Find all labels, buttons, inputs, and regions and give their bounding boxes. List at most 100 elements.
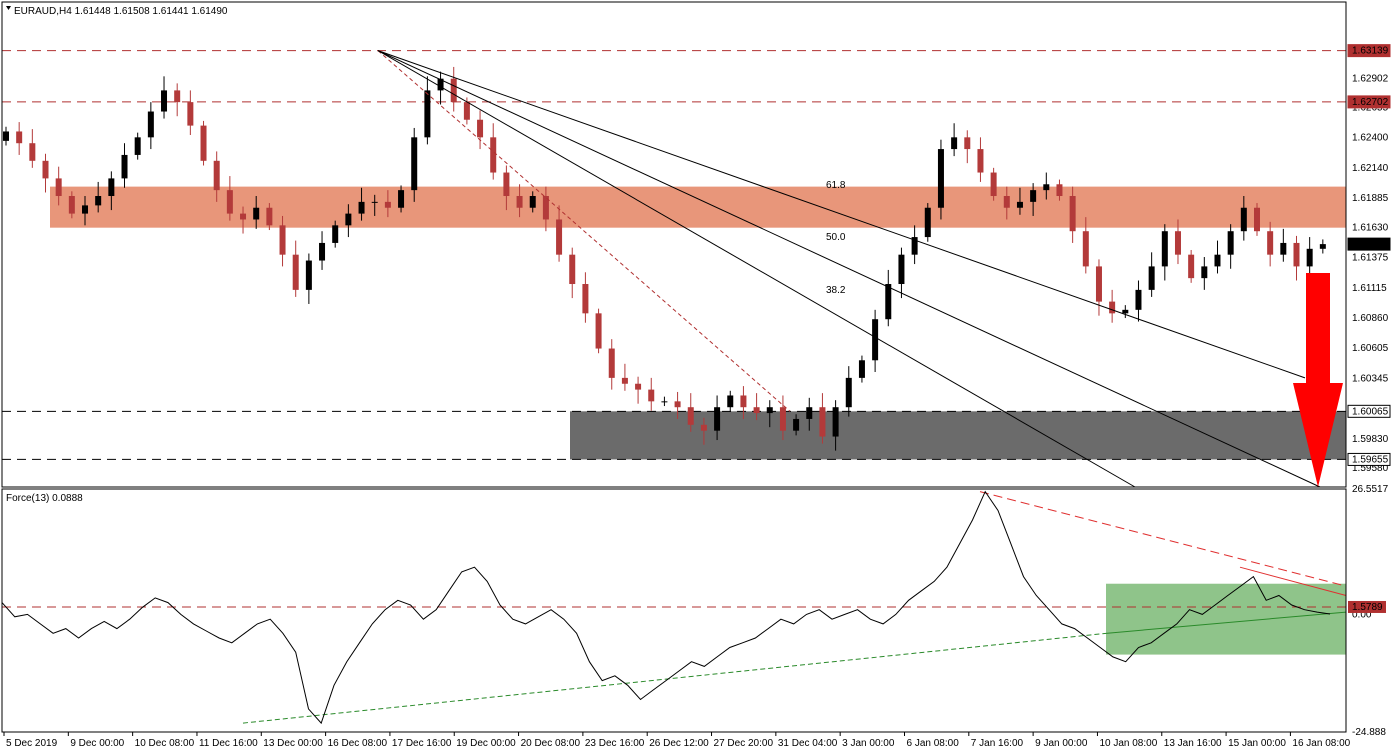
price-tick-label: 1.60605 (1352, 343, 1389, 354)
candle-body (1253, 207, 1260, 232)
candle-body (213, 160, 220, 191)
candle-body (108, 178, 115, 197)
candle-body (253, 207, 260, 220)
price-tick-label: 1.62140 (1352, 163, 1389, 174)
force-indicator-panel (1, 490, 1347, 725)
price-level-tag-label: 1.60065 (1352, 406, 1389, 417)
resistance-zone (50, 186, 1346, 228)
candle-body (858, 360, 865, 378)
price-level-tag-label: 1.62702 (1352, 97, 1389, 108)
price-level-tag (1347, 404, 1391, 418)
fib-fan-line (377, 50, 1321, 488)
candle-body (319, 242, 326, 261)
candle-body (556, 219, 563, 255)
candle-body (332, 225, 339, 243)
candle-body (806, 407, 813, 419)
candle-body (411, 137, 418, 191)
x-tick-label: 6 Jan 08:00 (906, 738, 959, 749)
candle-body (345, 213, 352, 226)
candle-body (793, 418, 800, 431)
price-level-tag (1347, 95, 1391, 109)
candle-body (727, 395, 734, 408)
collapse-triangle-icon[interactable] (6, 6, 11, 10)
candle-body (398, 190, 405, 208)
candle-body (437, 78, 444, 91)
force-tick-label: -24.888 (1352, 727, 1386, 738)
x-tick-label: 5 Dec 2019 (6, 738, 58, 749)
candle-body (42, 160, 49, 179)
candle-body (964, 137, 971, 150)
x-tick-label: 16 Dec 08:00 (328, 738, 388, 749)
force-uptrend-line-2 (1105, 611, 1347, 634)
x-tick-label: 9 Dec 00:00 (70, 738, 124, 749)
fan-baseline (377, 50, 791, 412)
fib-fan-label: 50.0 (826, 232, 846, 243)
price-tick-label: 1.59830 (1352, 434, 1389, 445)
candle-body (1109, 301, 1116, 314)
candle-body (911, 237, 918, 255)
candle-body (1082, 231, 1089, 267)
x-tick-label: 16 Jan 08:00 (1292, 738, 1350, 749)
candle-body (305, 260, 312, 290)
candle-body (1161, 231, 1168, 267)
candle-body (832, 407, 839, 437)
candle-body (55, 178, 62, 197)
x-tick-label: 23 Dec 16:00 (585, 738, 645, 749)
candle-body (872, 319, 879, 361)
x-tick-label: 3 Jan 00:00 (842, 738, 895, 749)
candle-body (292, 254, 299, 290)
price-panel-frame (1, 1, 1347, 488)
force-panel-frame (1, 488, 1347, 733)
x-tick-label: 10 Jan 08:00 (1099, 738, 1157, 749)
candle-body (990, 172, 997, 197)
price-tick-label: 1.61375 (1352, 253, 1389, 264)
candle-body (845, 377, 852, 408)
price-level-tag-label: 1.59655 (1352, 454, 1389, 465)
candle-body (924, 207, 931, 238)
symbol-header: EURAUD,H4 1.61448 1.61508 1.61441 1.6149… (14, 6, 228, 17)
candle-body (951, 137, 958, 150)
candle-body (450, 78, 457, 103)
down-arrow-shaft (1306, 273, 1330, 383)
force-tick-label: 26.5517 (1352, 484, 1389, 495)
candle-body (1306, 248, 1313, 267)
price-level-tag-label: 1.63139 (1352, 46, 1389, 57)
candle-body (582, 284, 589, 314)
price-chart-panel: 61.8 50.0 38.2 (2, 50, 1346, 488)
candle-body (174, 90, 181, 103)
force-tick-label: 0.00 (1352, 609, 1372, 620)
price-level-tag (1347, 237, 1391, 251)
candle-body (95, 196, 102, 206)
price-tick-label: 1.61115 (1352, 283, 1387, 294)
candle-body (700, 424, 707, 431)
candle-body (674, 401, 681, 408)
price-tick-label: 1.60860 (1352, 313, 1389, 324)
candle-body (490, 137, 497, 173)
candle-body (1201, 266, 1208, 279)
candle-body (1227, 231, 1234, 255)
price-tick-label: 1.61630 (1352, 223, 1389, 234)
candle-body (1148, 266, 1155, 290)
candle-body (898, 254, 905, 285)
candle-body (477, 119, 484, 138)
down-arrow-icon (1293, 383, 1343, 487)
candle-body (1030, 190, 1037, 202)
candle-body (714, 407, 721, 431)
candle-body (595, 313, 602, 349)
candle-body (226, 190, 233, 214)
x-tick-label: 11 Dec 16:00 (199, 738, 258, 749)
candle-body (121, 154, 128, 179)
x-tick-label: 9 Jan 00:00 (1035, 738, 1088, 749)
candle-body (1188, 254, 1195, 279)
candle-body (819, 407, 826, 437)
fib-fan-label: 61.8 (826, 180, 846, 191)
price-level-tag (1347, 452, 1391, 466)
support-zone (570, 411, 1346, 460)
force-level-tag (1348, 600, 1386, 613)
force-zone (1106, 583, 1346, 655)
candle-body (68, 196, 75, 214)
candle-body (1122, 309, 1129, 314)
candle-body (82, 205, 89, 214)
candle-body (608, 348, 615, 378)
candle-body (16, 131, 23, 144)
